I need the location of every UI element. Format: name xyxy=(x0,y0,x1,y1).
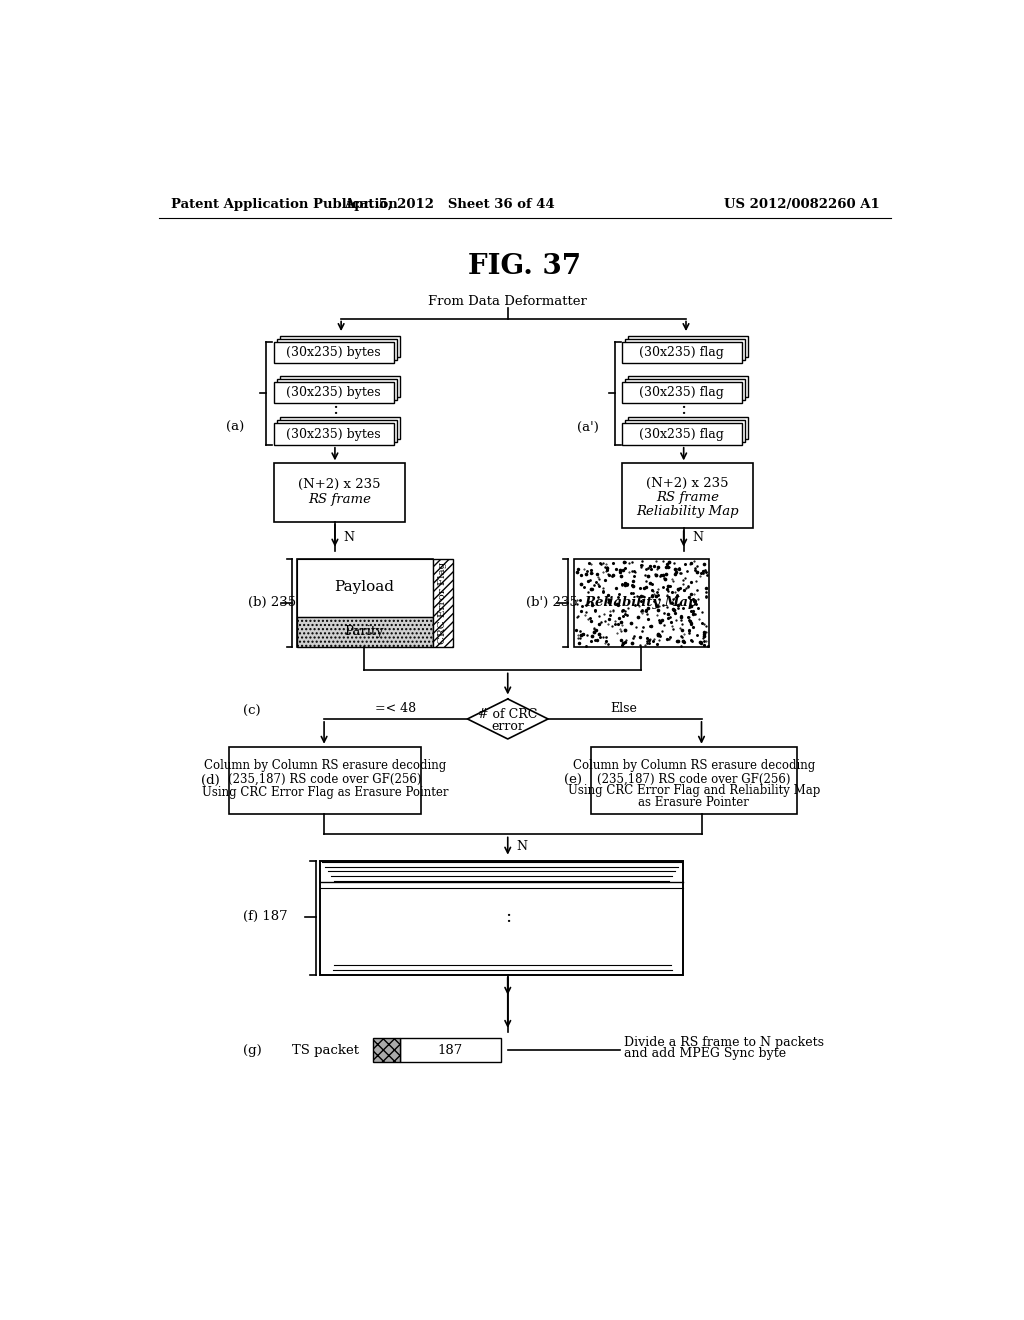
Text: (e): (e) xyxy=(564,774,583,787)
Text: US 2012/0082260 A1: US 2012/0082260 A1 xyxy=(724,198,880,211)
FancyBboxPatch shape xyxy=(321,861,683,974)
Text: (30x235) bytes: (30x235) bytes xyxy=(286,346,381,359)
FancyBboxPatch shape xyxy=(280,335,400,358)
FancyBboxPatch shape xyxy=(573,558,710,647)
Text: FIG. 37: FIG. 37 xyxy=(468,252,582,280)
Text: (d): (d) xyxy=(201,774,219,787)
FancyBboxPatch shape xyxy=(373,1038,400,1063)
Text: (N+2) x 235: (N+2) x 235 xyxy=(298,478,381,491)
Text: Using CRC Error Flag as Erasure Pointer: Using CRC Error Flag as Erasure Pointer xyxy=(202,785,449,799)
Text: (235,187) RS code over GF(256): (235,187) RS code over GF(256) xyxy=(228,772,422,785)
Text: (30x235) flag: (30x235) flag xyxy=(639,385,724,399)
Text: :: : xyxy=(332,400,338,418)
FancyBboxPatch shape xyxy=(297,616,432,647)
FancyBboxPatch shape xyxy=(297,558,432,616)
FancyBboxPatch shape xyxy=(280,376,400,397)
Text: (30x235) flag: (30x235) flag xyxy=(639,346,724,359)
FancyBboxPatch shape xyxy=(622,381,741,404)
FancyBboxPatch shape xyxy=(273,342,394,363)
Text: (c): (c) xyxy=(243,705,260,718)
Text: Reliability Map: Reliability Map xyxy=(585,597,697,610)
FancyBboxPatch shape xyxy=(280,417,400,438)
Text: (30x235) bytes: (30x235) bytes xyxy=(286,428,381,441)
FancyBboxPatch shape xyxy=(276,379,397,400)
FancyBboxPatch shape xyxy=(628,376,748,397)
Text: (a): (a) xyxy=(226,421,245,434)
Text: Parity: Parity xyxy=(344,626,384,639)
Text: Else: Else xyxy=(610,702,637,715)
Text: =< 48: =< 48 xyxy=(375,702,416,715)
FancyBboxPatch shape xyxy=(622,424,741,445)
Text: (30x235) bytes: (30x235) bytes xyxy=(286,385,381,399)
Text: N: N xyxy=(692,531,703,544)
Text: Column by Column RS erasure decoding: Column by Column RS erasure decoding xyxy=(204,759,446,772)
Polygon shape xyxy=(467,700,548,739)
FancyBboxPatch shape xyxy=(628,335,748,358)
Text: (g): (g) xyxy=(243,1044,261,1056)
Text: :: : xyxy=(505,908,511,925)
Text: N: N xyxy=(343,531,354,544)
FancyBboxPatch shape xyxy=(625,339,744,360)
Text: CRC Error Flag: CRC Error Flag xyxy=(438,561,447,644)
FancyBboxPatch shape xyxy=(622,463,754,528)
FancyBboxPatch shape xyxy=(273,463,406,521)
Text: Apr. 5, 2012   Sheet 36 of 44: Apr. 5, 2012 Sheet 36 of 44 xyxy=(344,198,555,211)
Text: (30x235) flag: (30x235) flag xyxy=(639,428,724,441)
FancyBboxPatch shape xyxy=(276,420,397,442)
Text: Using CRC Error Flag and Reliability Map: Using CRC Error Flag and Reliability Map xyxy=(567,784,820,797)
Text: # of CRC: # of CRC xyxy=(478,708,538,721)
FancyBboxPatch shape xyxy=(400,1038,501,1063)
Text: (b') 235: (b') 235 xyxy=(525,597,578,610)
FancyBboxPatch shape xyxy=(276,339,397,360)
FancyBboxPatch shape xyxy=(297,558,432,647)
FancyBboxPatch shape xyxy=(622,342,741,363)
Text: (f) 187: (f) 187 xyxy=(243,911,288,924)
Text: 187: 187 xyxy=(438,1044,463,1056)
Text: From Data Deformatter: From Data Deformatter xyxy=(428,296,587,308)
FancyBboxPatch shape xyxy=(625,379,744,400)
Text: TS packet: TS packet xyxy=(292,1044,359,1056)
Text: and add MPEG Sync byte: and add MPEG Sync byte xyxy=(624,1047,786,1060)
Text: Reliability Map: Reliability Map xyxy=(636,504,739,517)
Text: RS frame: RS frame xyxy=(308,492,371,506)
FancyBboxPatch shape xyxy=(228,747,421,814)
FancyBboxPatch shape xyxy=(432,558,453,647)
Text: Patent Application Publication: Patent Application Publication xyxy=(171,198,397,211)
FancyBboxPatch shape xyxy=(625,420,744,442)
Text: (b) 235: (b) 235 xyxy=(248,597,296,610)
FancyBboxPatch shape xyxy=(273,424,394,445)
Text: error: error xyxy=(492,721,524,733)
FancyBboxPatch shape xyxy=(273,381,394,404)
Text: as Erasure Pointer: as Erasure Pointer xyxy=(638,796,750,809)
Text: (235,187) RS code over GF(256): (235,187) RS code over GF(256) xyxy=(597,772,791,785)
Text: Column by Column RS erasure decoding: Column by Column RS erasure decoding xyxy=(572,759,815,772)
Text: (N+2) x 235: (N+2) x 235 xyxy=(646,477,729,490)
Text: RS frame: RS frame xyxy=(656,491,719,504)
Text: N: N xyxy=(516,840,527,853)
Text: :: : xyxy=(681,400,687,418)
Text: Payload: Payload xyxy=(335,581,394,594)
FancyBboxPatch shape xyxy=(592,747,797,814)
Text: Divide a RS frame to N packets: Divide a RS frame to N packets xyxy=(624,1036,824,1049)
Text: (a'): (a') xyxy=(578,421,599,434)
FancyBboxPatch shape xyxy=(628,417,748,438)
